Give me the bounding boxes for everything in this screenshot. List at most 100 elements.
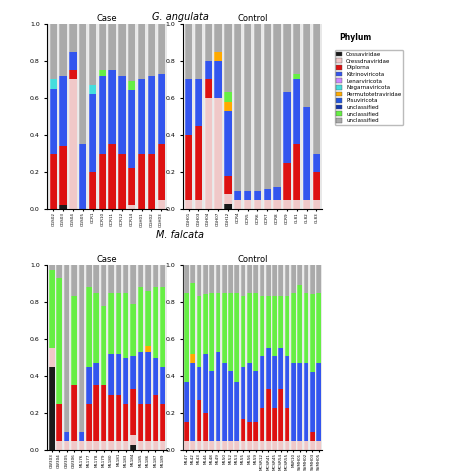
Bar [234,191,241,200]
Bar [184,382,189,422]
Bar [304,265,308,292]
Bar [291,363,296,441]
Bar [235,292,239,382]
Bar [235,265,239,292]
Bar [297,363,302,441]
Bar [272,408,277,441]
Bar [285,265,290,296]
Bar [99,154,106,209]
Bar [272,356,277,408]
Bar [191,441,195,450]
Bar [291,441,296,450]
Bar [272,265,277,296]
Bar [247,422,252,441]
Bar [185,79,192,135]
Bar [123,441,128,450]
Bar [235,382,239,441]
Text: Phylum: Phylum [339,33,371,42]
Bar [157,144,165,200]
Bar [313,172,320,200]
Bar [145,346,151,352]
Bar [209,265,214,292]
Bar [214,52,222,61]
Bar [108,441,114,450]
Bar [49,265,55,270]
Bar [130,436,136,445]
Bar [138,154,145,209]
Bar [228,265,233,292]
Bar [197,296,201,367]
Bar [222,441,227,450]
Bar [209,371,214,441]
Bar [59,76,67,146]
Bar [205,79,212,98]
Bar [228,371,233,441]
Bar [69,24,77,52]
Bar [56,441,62,450]
Bar [205,24,212,61]
Bar [260,265,264,296]
Bar [71,296,77,385]
Bar [266,348,271,389]
Bar [216,352,220,441]
Bar [247,363,252,422]
Bar [109,24,116,70]
Bar [293,24,301,74]
Bar [293,74,301,79]
Bar [138,287,143,352]
Bar [272,441,277,450]
Bar [303,200,310,209]
Bar [241,419,246,441]
Bar [224,24,232,92]
Bar [56,404,62,441]
Bar [59,24,67,76]
Bar [160,265,165,287]
Bar [313,24,320,154]
Bar [49,270,55,348]
Bar [224,204,232,209]
Bar [303,24,310,107]
Bar [130,389,136,436]
Bar [310,265,315,294]
Bar [89,172,96,209]
Bar [304,292,308,363]
Bar [138,404,143,441]
Bar [283,92,291,163]
Bar [157,24,165,74]
Bar [128,168,136,205]
Bar [185,24,192,79]
Bar [241,441,246,450]
Bar [89,85,96,94]
Bar [285,356,290,408]
Bar [278,296,283,348]
Bar [86,404,91,441]
Bar [109,144,116,209]
Bar [153,265,158,287]
Bar [273,200,281,209]
Bar [79,24,86,144]
Bar [71,385,77,441]
Bar [56,265,62,278]
Bar [191,354,195,363]
Bar [160,287,165,367]
Bar [69,79,77,209]
Bar [241,367,246,419]
Bar [260,296,264,356]
Bar [244,191,251,200]
Bar [197,400,201,441]
Bar [203,294,208,354]
Bar [145,291,151,346]
Bar [128,91,136,168]
Bar [89,94,96,172]
Bar [93,363,99,385]
Bar [118,24,126,76]
Bar [109,70,116,144]
Bar [291,292,296,363]
Bar [93,265,99,292]
Bar [283,200,291,209]
Bar [278,265,283,296]
Bar [153,395,158,441]
Bar [195,24,202,79]
Bar [293,79,301,144]
Bar [214,24,222,52]
